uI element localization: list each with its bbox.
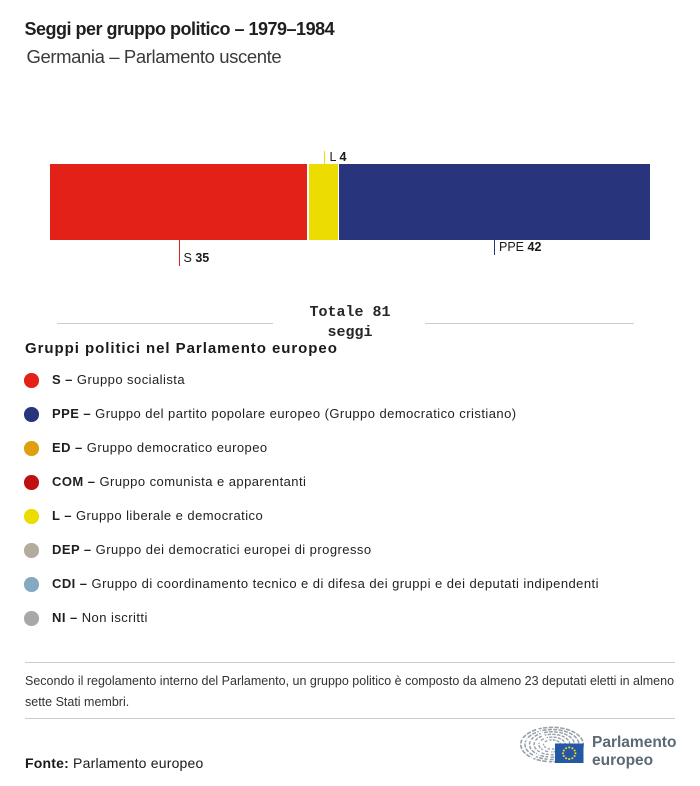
svg-text:Parlamento: Parlamento [592, 734, 676, 751]
svg-text:europeo: europeo [592, 752, 653, 769]
